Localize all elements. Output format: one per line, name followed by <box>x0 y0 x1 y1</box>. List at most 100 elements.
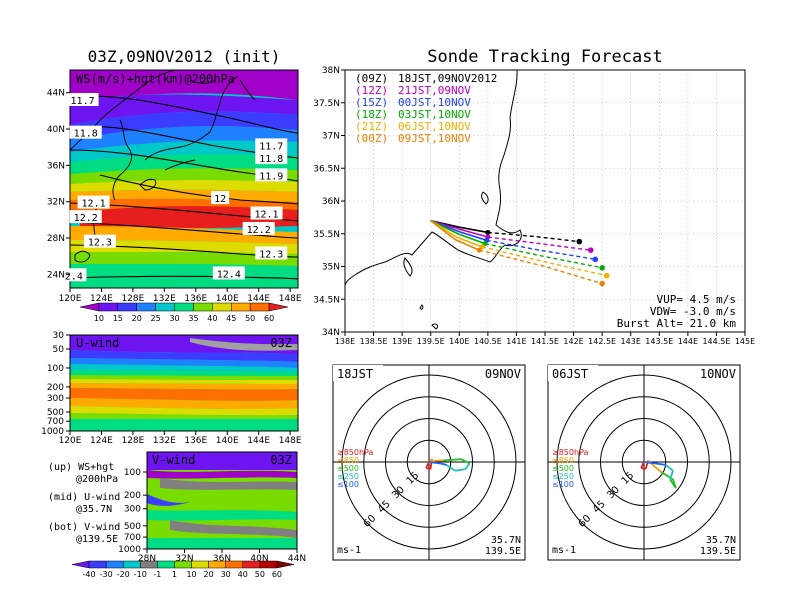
hodograph-trace <box>643 461 656 465</box>
map-lat-axis: 44N 40N 36N 32N 28N 24N <box>47 89 70 280</box>
lon-tick-label: 141E <box>506 337 526 346</box>
contour-label-bg <box>250 206 283 220</box>
contour-label: 12 <box>214 194 226 205</box>
track-ascent-line <box>430 219 489 238</box>
lat-tick-label: 40N <box>47 125 65 135</box>
hodograph-lon: 139.5E <box>700 546 736 557</box>
lat-tick-label: 28N <box>47 234 65 244</box>
ws-band <box>70 70 298 100</box>
ws-band <box>70 226 298 244</box>
left-title: 03Z,09NOV2012 (init) <box>88 47 281 66</box>
lon-tick-label: 144E <box>247 436 270 446</box>
hodograph-date: 09NOV <box>485 367 521 381</box>
pressure-tick-label: 200 <box>124 491 141 501</box>
v-wind-band <box>170 520 297 538</box>
colorbar-swatch <box>71 560 90 569</box>
hodograph-trace <box>445 464 456 472</box>
colorbar-swatch <box>140 560 158 569</box>
contour-label-layer: 11.7 11.8 11.7 11.8 11.9 12 12.1 12.1 12.2 12.2 12… <box>61 92 288 282</box>
hodograph-ring <box>341 374 517 550</box>
hodograph-trace <box>454 468 466 472</box>
colorbar-tick-label: 60 <box>272 570 282 579</box>
track-lines <box>430 219 610 287</box>
landing-point <box>592 256 599 263</box>
colorbar-tick-label: 10 <box>94 314 104 323</box>
lon-tick-label: 128E <box>121 294 144 304</box>
u-wind-band <box>70 364 298 372</box>
legend-jst: 03JST,10NOV <box>398 108 471 121</box>
lon-tick-label: 136E <box>184 294 207 304</box>
lon-tick-label: 142E <box>563 337 583 346</box>
contour-label-bg <box>61 268 87 282</box>
u-wind-band <box>70 398 298 410</box>
ws-band <box>70 154 298 174</box>
v-wind-time: 03Z <box>270 453 292 467</box>
legend-note-line2: @139.5E <box>76 534 118 545</box>
v-wind-label: V-wind <box>152 453 195 467</box>
colorbar-tick-label: 30 <box>169 314 179 323</box>
legend-note-line1: (mid) U-wind <box>48 492 120 503</box>
right-title: Sonde Tracking Forecast <box>427 47 662 67</box>
u-wind-lon-axis: 120E 124E 128E 132E 136E 140E 144E 148E <box>59 431 302 446</box>
contour-label-bg <box>211 191 230 205</box>
ws-hgt-map-panel: WS(m/s)+hgt(km)@200hPa 11.711.811.711.81… <box>47 69 302 304</box>
colorbar-swatch <box>155 302 175 312</box>
map-panel-label: WS(m/s)+hgt(km)@200hPa <box>76 72 235 86</box>
map-lon-axis: 120E 124E 128E 132E 136E 140E 144E 148E <box>59 288 302 304</box>
colorbar-tick-label: 60 <box>264 314 274 323</box>
colorbar-tick-label: 20 <box>132 314 142 323</box>
colorbar-swatch <box>174 302 194 312</box>
colorbar-tick-label: 30 <box>221 570 231 579</box>
contour-label: 2.4 <box>65 271 83 282</box>
lon-tick-label: 143E <box>621 337 641 346</box>
hodograph-trace <box>464 462 471 470</box>
pressure-tick-label: 200 <box>47 383 64 393</box>
param-vup: VUP= 4.5 m/s <box>657 293 736 306</box>
ws-band <box>70 252 298 266</box>
lon-tick-label: 144.5E <box>702 337 730 346</box>
hodograph-trace <box>655 462 666 466</box>
v-wind-band <box>147 494 190 506</box>
u-wind-band <box>70 388 298 401</box>
hodograph-ring <box>621 439 667 485</box>
legend-note-line1: (up) WS+hgt <box>48 462 114 473</box>
contour-label-bg <box>212 266 245 280</box>
track-descent-line <box>484 242 603 269</box>
colorbar-tick-label: 1 <box>172 570 177 579</box>
lat-tick-label: 44N <box>288 554 306 564</box>
hodograph-trace <box>640 466 646 471</box>
lon-tick-label: 136E <box>184 436 207 446</box>
pressure-legend-label: ≤250 <box>337 472 359 481</box>
contour-label: 12.1 <box>82 199 106 210</box>
lat-tick-label: 36N <box>213 554 231 564</box>
hodograph-time: 18JST <box>337 367 373 381</box>
hodograph-trace <box>640 461 645 469</box>
legend-utc: (18Z) <box>355 108 388 121</box>
hodograph-ring <box>385 418 473 506</box>
colorbar-tick-label: 25 <box>151 314 161 323</box>
lat-tick-label: 35.5N <box>313 230 340 240</box>
legend-jst: 18JST,09NOV2012 <box>398 72 497 85</box>
track-lat-axis: 38N 37.5N 37N 36.5N 36N 35.5N 35N 34.5N 34N <box>313 66 345 338</box>
hodograph-ring <box>600 418 688 506</box>
track-ascent-line <box>430 219 486 245</box>
lon-tick-label: 140E <box>216 436 239 446</box>
colorbar-swatch <box>242 560 261 569</box>
colorbar-swatch <box>174 560 192 569</box>
pressure-legend-label: ≤500 <box>337 464 359 473</box>
hodograph-trace <box>652 464 662 473</box>
colorbar-swatch <box>157 560 175 569</box>
ws-colorbar: 10 15 20 25 30 35 40 45 50 60 <box>79 302 289 323</box>
hodograph-head-bg <box>333 365 383 381</box>
colorbar-tick-label: 50 <box>255 570 265 579</box>
contour-label-bg <box>255 168 288 182</box>
lon-tick-label: 148E <box>279 436 302 446</box>
lat-tick-label: 36.5N <box>313 164 340 174</box>
track-ascent-line <box>430 220 480 251</box>
hodograph-trace <box>460 458 471 465</box>
hodograph-date: 10NOV <box>700 367 736 381</box>
u-wind-band <box>70 350 298 362</box>
